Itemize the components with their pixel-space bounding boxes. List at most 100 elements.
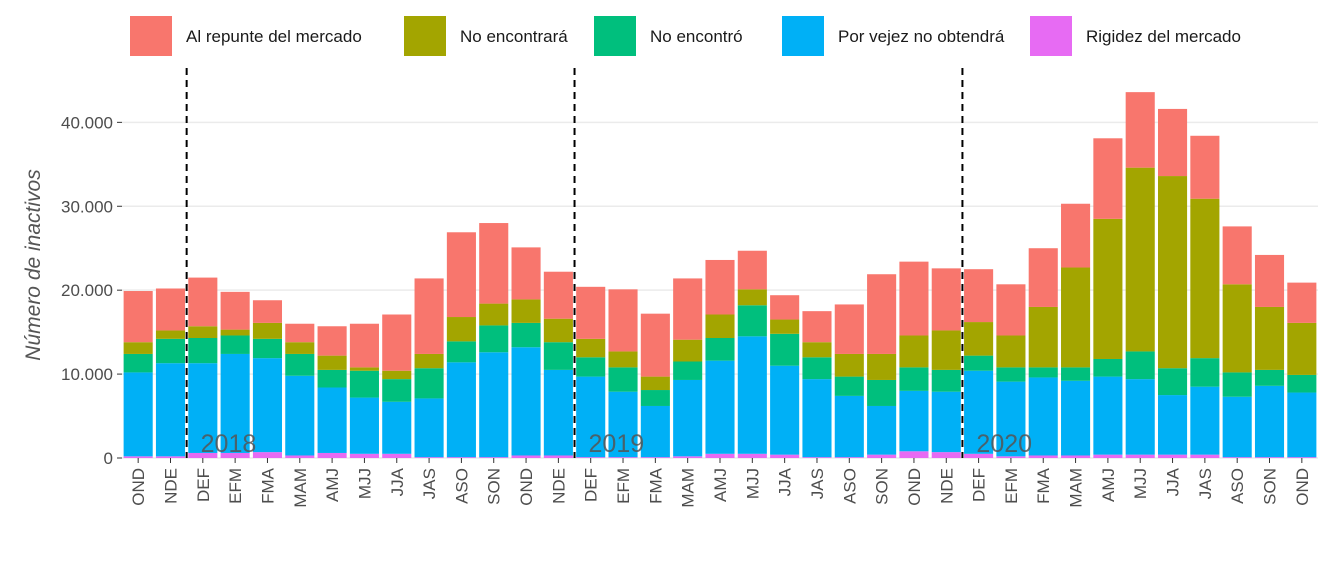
x-tick-label: MJJ [743, 468, 762, 499]
bar-segment [382, 314, 412, 371]
bar-segment [737, 453, 767, 458]
bar-segment [155, 288, 186, 331]
bar-segment [1157, 176, 1188, 369]
x-tick-label: MJJ [355, 468, 374, 499]
bar-segment [511, 322, 541, 348]
bar-segment [317, 355, 347, 370]
bar-segment [1190, 386, 1220, 455]
bar-segment [673, 379, 703, 457]
bar-segment [188, 452, 218, 458]
bar-segment [511, 455, 541, 458]
bar-segment [576, 286, 606, 339]
x-tick-label: FMA [646, 467, 665, 504]
x-tick-label: EFM [1002, 468, 1021, 504]
bar-segment [446, 341, 476, 363]
bar-segment [1093, 218, 1123, 359]
bar-segment [446, 457, 476, 458]
bar-segment [640, 390, 670, 406]
x-tick-label: JJA [1164, 467, 1183, 496]
x-tick-label: MJJ [1131, 468, 1150, 499]
bar-segment [317, 369, 347, 388]
bar-segment [252, 452, 283, 458]
bar-segment [834, 376, 864, 396]
bar-segment [285, 353, 315, 376]
y-tick-label: 20.000 [61, 281, 113, 300]
bar-segment [1190, 135, 1220, 199]
bar-segment [285, 323, 315, 343]
x-tick-label: ASO [1228, 468, 1247, 504]
bar-segment [1028, 377, 1058, 456]
bar-segment [446, 232, 476, 318]
legend-swatch [404, 16, 446, 56]
bar-segment [608, 457, 638, 458]
bar-segment [317, 387, 347, 453]
bar-segment [802, 311, 832, 343]
bar-segment [1125, 351, 1155, 380]
bar-segment [1061, 367, 1091, 381]
bar-segment [802, 457, 832, 458]
legend-label: No encontró [650, 27, 743, 46]
bar-segment [220, 335, 250, 354]
legend-swatch [130, 16, 172, 56]
bar-segment [673, 361, 703, 380]
bar-segment [1157, 368, 1188, 396]
x-tick-label: OND [1293, 468, 1312, 506]
bar-segment [1254, 254, 1285, 307]
x-tick-label: AMJ [711, 468, 730, 502]
x-tick-label: JAS [420, 468, 439, 499]
y-tick-label: 0 [104, 449, 113, 468]
legend-label: Por vejez no obtendrá [838, 27, 1005, 46]
bar-segment [543, 342, 573, 370]
legend-swatch [594, 16, 636, 56]
bar-segment [1125, 454, 1155, 458]
bar-segment [1190, 198, 1220, 359]
x-tick-label: AMJ [1099, 468, 1118, 502]
bar-segment [770, 319, 800, 334]
bar-segment [479, 303, 509, 326]
bar-segment [1287, 322, 1317, 375]
x-tick-label: EFM [614, 468, 633, 504]
bar-segment [479, 352, 509, 458]
bar-segment [155, 363, 186, 457]
bar-segment [996, 335, 1026, 368]
bar-segment [543, 455, 573, 458]
bar-segment [1157, 454, 1188, 458]
x-tick-label: FMA [1034, 467, 1053, 504]
bar-segment [1093, 138, 1123, 219]
bar-segment [770, 333, 800, 366]
bar-segment [737, 289, 767, 306]
bar-segment [285, 375, 315, 456]
y-tick-label: 40.000 [61, 113, 113, 132]
bar-segment [188, 277, 218, 327]
bar-segment [252, 338, 283, 359]
bar-segment [608, 351, 638, 368]
bar-segment [996, 381, 1026, 457]
bar-segment [414, 353, 444, 369]
x-tick-label: DEF [582, 468, 601, 502]
bar-segment [220, 353, 250, 453]
bar-segment [737, 336, 767, 454]
x-tick-label: ASO [452, 468, 471, 504]
legend-label: Al repunte del mercado [186, 27, 362, 46]
bar-segment [608, 289, 638, 352]
bar-segment [802, 357, 832, 380]
x-tick-label: OND [129, 468, 148, 506]
x-tick-label: OND [517, 468, 536, 506]
bar-segment [1028, 248, 1058, 307]
bar-segment [220, 329, 250, 336]
bar-segment [673, 339, 703, 362]
x-tick-label: DEF [194, 468, 213, 502]
x-tick-label: NDE [937, 468, 956, 504]
bar-segment [673, 278, 703, 340]
bar-segment [1222, 226, 1252, 285]
bar-segment [382, 453, 412, 458]
bar-segment [576, 338, 606, 358]
bar-segment [511, 299, 541, 323]
bar-segment [155, 338, 186, 364]
bar-segment [576, 376, 606, 458]
bar-segment [1190, 358, 1220, 387]
bar-segment [705, 338, 735, 361]
bar-segment [867, 379, 897, 406]
bar-segment [899, 335, 929, 368]
bar-segment [349, 370, 379, 398]
